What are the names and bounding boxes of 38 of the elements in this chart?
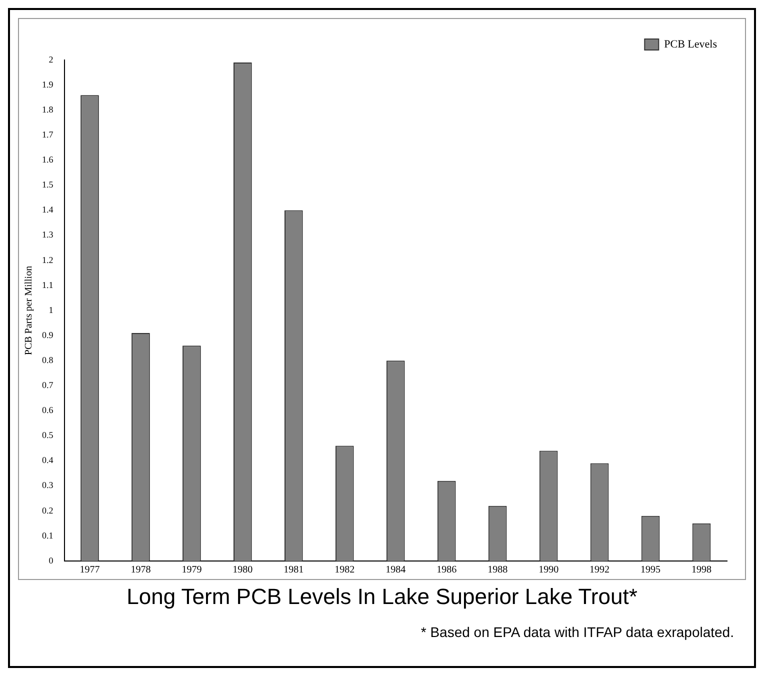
x-tick-label: 1986 — [436, 564, 457, 576]
y-tick-label: 1.7 — [42, 130, 54, 140]
y-tick-label: 0.8 — [42, 354, 54, 365]
y-tick-label: 1.3 — [42, 230, 54, 240]
text: * Based on EPA data with ITFAP data exrapolated. — [420, 624, 734, 640]
y-tick-label: 1.6 — [42, 154, 54, 165]
y-tick-label: 0 — [48, 555, 54, 566]
x-tick-label: 1977 — [80, 564, 100, 576]
legend-label: PCB Levels — [664, 38, 718, 50]
x-tick-label: 1978 — [130, 564, 151, 576]
y-tick-label: 0.9 — [42, 330, 54, 340]
y-tick-label: 1.4 — [42, 204, 54, 215]
x-tick-label: 1998 — [692, 564, 712, 576]
y-tick-label: 2 — [48, 54, 54, 64]
x-tick-label: 1980 — [232, 564, 253, 576]
y-tick-label: 0.3 — [42, 480, 54, 490]
y-tick-label: 1.9 — [42, 79, 54, 90]
y-tick-label: 0.5 — [42, 430, 54, 440]
y-tick-label: 1.5 — [42, 180, 54, 190]
x-tick-label: 1988 — [488, 564, 508, 576]
y-axis-title: PCB Parts per Million — [24, 266, 35, 356]
text: Long Term PCB Levels In Lake Superior Lake Trout* — [126, 584, 638, 610]
y-tick-label: 0.4 — [42, 455, 54, 466]
y-tick-label: 0.2 — [42, 505, 54, 516]
x-tick-label: 1982 — [334, 564, 355, 576]
x-tick-label: 1979 — [182, 564, 202, 576]
y-tick-label: 0.7 — [42, 380, 54, 390]
y-tick-label: 1.8 — [42, 104, 54, 114]
y-tick-label: 0.1 — [42, 530, 54, 540]
x-tick-label: 1981 — [284, 564, 304, 576]
x-tick-label: 1984 — [386, 564, 406, 576]
x-tick-label: 1995 — [640, 564, 661, 576]
y-tick-label: 1.1 — [42, 280, 54, 290]
x-tick-label: 1990 — [538, 564, 559, 576]
x-tick-label: 1992 — [590, 564, 610, 576]
y-tick-label: 1 — [48, 304, 54, 315]
y-tick-label: 0.6 — [42, 405, 54, 416]
y-tick-label: 1.2 — [42, 254, 54, 265]
